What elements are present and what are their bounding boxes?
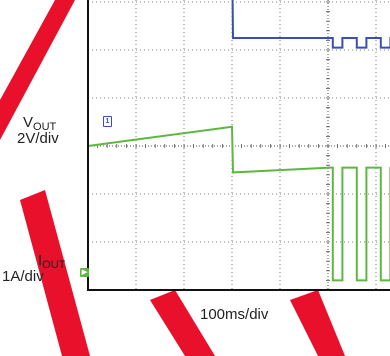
vout-channel-marker-icon: 1 xyxy=(103,116,112,127)
iout-channel-subscript: OUT xyxy=(42,259,66,271)
plot-area xyxy=(88,0,390,290)
vout-channel-label: VOUT xyxy=(23,115,56,133)
vout-channel-subscript: OUT xyxy=(33,121,57,133)
iout-trace xyxy=(87,125,390,282)
vout-scale-label: 2V/div xyxy=(17,130,59,147)
traces xyxy=(87,0,390,282)
plot-frame xyxy=(87,0,390,291)
watermark-stripe-1 xyxy=(0,0,75,140)
iout-scale-label: 1A/div xyxy=(2,268,44,285)
iout-channel-letter: I xyxy=(38,252,43,269)
watermark-stripe-6 xyxy=(290,290,345,356)
grid xyxy=(87,0,390,291)
vout-channel-letter: V xyxy=(23,114,34,131)
iout-channel-marker-icon: ▶ xyxy=(80,268,89,277)
iout-channel-label: IOUT xyxy=(38,253,65,271)
time-scale-label: 100ms/div xyxy=(200,306,269,323)
watermark-stripe-5 xyxy=(150,290,215,356)
watermark-stripe-4 xyxy=(20,190,90,356)
vout-trace xyxy=(231,0,390,49)
